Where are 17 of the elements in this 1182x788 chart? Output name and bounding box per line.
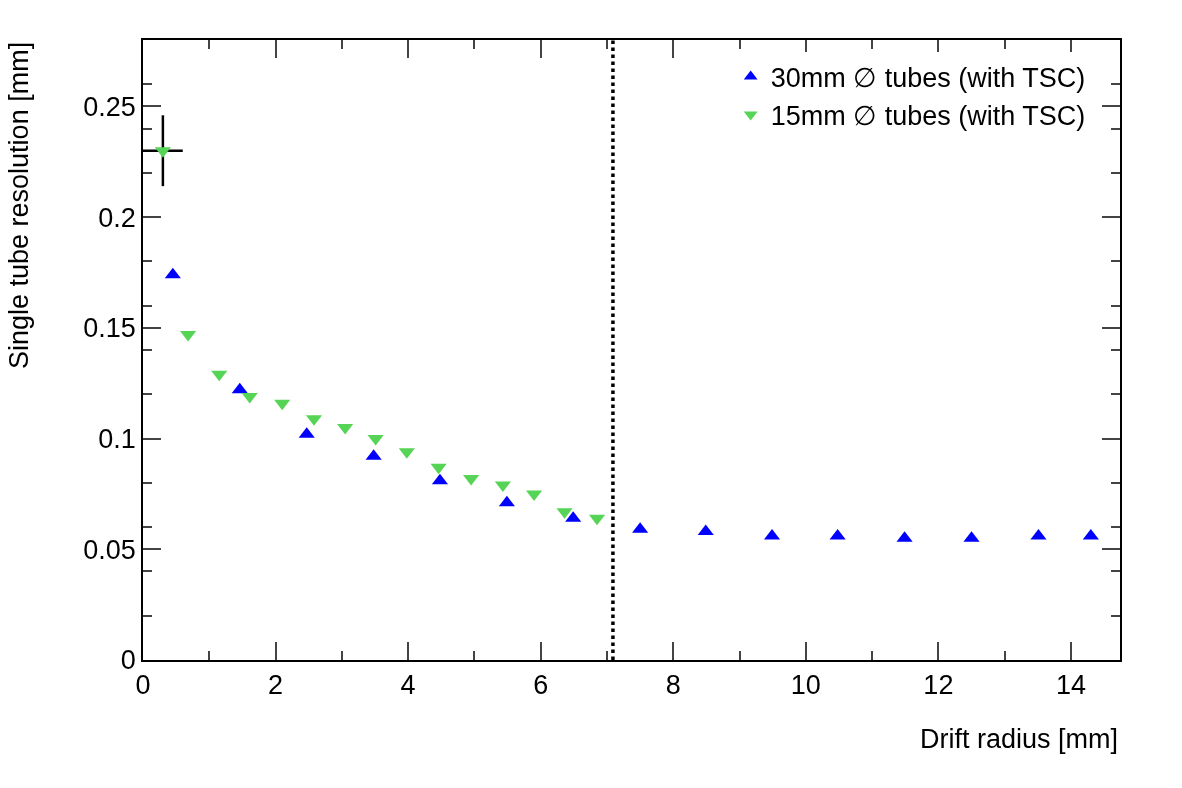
- x-tick-label: 6: [533, 670, 549, 701]
- legend-label: 15mm ∅ tubes (with TSC): [770, 101, 1086, 132]
- x-tick-label: 4: [400, 670, 416, 701]
- y-tick-label: 0.1: [98, 424, 136, 455]
- y-tick-label: 0.05: [83, 534, 136, 565]
- x-tick-label: 10: [790, 670, 821, 701]
- y-axis-title: Single tube resolution [mm]: [4, 41, 35, 370]
- x-tick-label: 12: [923, 670, 954, 701]
- legend-label: 30mm ∅ tubes (with TSC): [770, 62, 1086, 93]
- x-tick-label: 14: [1055, 670, 1086, 701]
- y-tick-label: 0.15: [83, 313, 136, 344]
- y-tick-label: 0.25: [83, 91, 136, 122]
- x-tick-label: 2: [268, 670, 284, 701]
- y-tick-label: 0.2: [98, 202, 136, 233]
- x-tick-label: 8: [665, 670, 681, 701]
- y-tick-label: 0: [120, 645, 136, 676]
- x-axis-title: Drift radius [mm]: [920, 724, 1119, 754]
